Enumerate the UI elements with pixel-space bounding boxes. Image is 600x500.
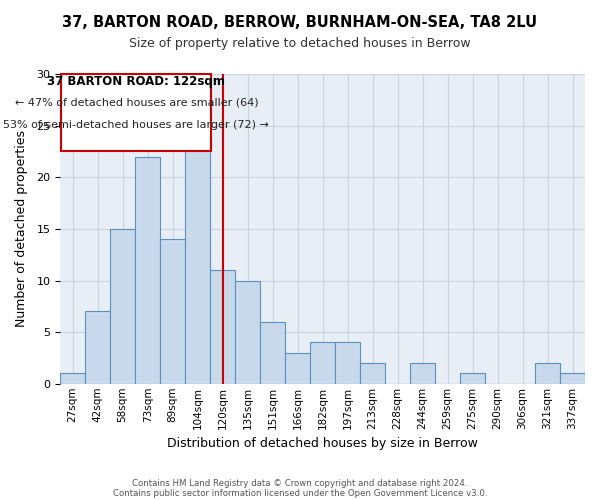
Bar [535,363,560,384]
X-axis label: Distribution of detached houses by size in Berrow: Distribution of detached houses by size … [167,437,478,450]
Bar [160,239,185,384]
Text: Contains public sector information licensed under the Open Government Licence v3: Contains public sector information licen… [113,488,487,498]
Bar [310,342,335,384]
Text: 37, BARTON ROAD, BERROW, BURNHAM-ON-SEA, TA8 2LU: 37, BARTON ROAD, BERROW, BURNHAM-ON-SEA,… [62,15,538,30]
Bar [560,374,585,384]
Text: Size of property relative to detached houses in Berrow: Size of property relative to detached ho… [129,38,471,51]
Bar [135,156,160,384]
Bar [185,136,210,384]
Bar [110,229,135,384]
Bar [285,353,310,384]
Bar [460,374,485,384]
Y-axis label: Number of detached properties: Number of detached properties [15,130,28,328]
Bar [85,312,110,384]
Bar [60,374,85,384]
Text: ← 47% of detached houses are smaller (64): ← 47% of detached houses are smaller (64… [14,98,258,108]
Text: 37 BARTON ROAD: 122sqm: 37 BARTON ROAD: 122sqm [47,76,226,88]
Text: 53% of semi-detached houses are larger (72) →: 53% of semi-detached houses are larger (… [4,120,269,130]
Bar [210,270,235,384]
Bar [235,280,260,384]
Bar [410,363,435,384]
Bar [260,322,285,384]
Bar [360,363,385,384]
Text: Contains HM Land Registry data © Crown copyright and database right 2024.: Contains HM Land Registry data © Crown c… [132,478,468,488]
Bar [335,342,360,384]
